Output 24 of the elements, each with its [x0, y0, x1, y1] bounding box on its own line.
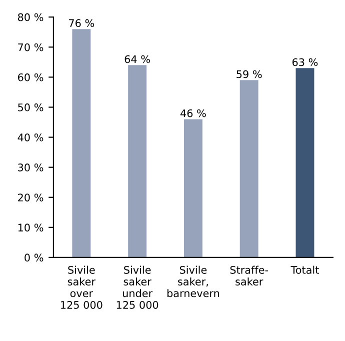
- bar: [240, 80, 258, 258]
- data-label: 59 %: [236, 70, 262, 78]
- x-tick-label: Sivile saker over 125 000: [61, 266, 102, 309]
- y-tick-label: 10 %: [18, 224, 44, 232]
- x-tick-label: Sivile saker, barnevern: [167, 266, 220, 298]
- y-tick-label: 60 %: [18, 73, 44, 82]
- y-tick-label: 20 %: [18, 194, 44, 202]
- y-tick-label: 50 %: [18, 103, 44, 112]
- y-tick-label: 30 %: [18, 164, 44, 172]
- x-tick-label: Straffe- saker: [230, 266, 268, 286]
- data-label: 76 %: [69, 19, 94, 28]
- bar: [296, 68, 314, 258]
- y-tick-label: 40 %: [18, 133, 44, 142]
- y-tick-label: 80 %: [18, 13, 44, 22]
- x-tick-label: Sivile saker under 125 000: [116, 266, 158, 309]
- x-tick-label: Totalt: [290, 266, 319, 274]
- y-tick-label: 0 %: [24, 254, 44, 262]
- bar: [128, 65, 147, 258]
- bar: [72, 29, 91, 258]
- bar: [184, 119, 202, 258]
- data-label: 64 %: [124, 55, 150, 64]
- data-label: 63 %: [292, 58, 318, 66]
- data-label: 46 %: [180, 109, 206, 118]
- y-tick-label: 70 %: [18, 43, 44, 52]
